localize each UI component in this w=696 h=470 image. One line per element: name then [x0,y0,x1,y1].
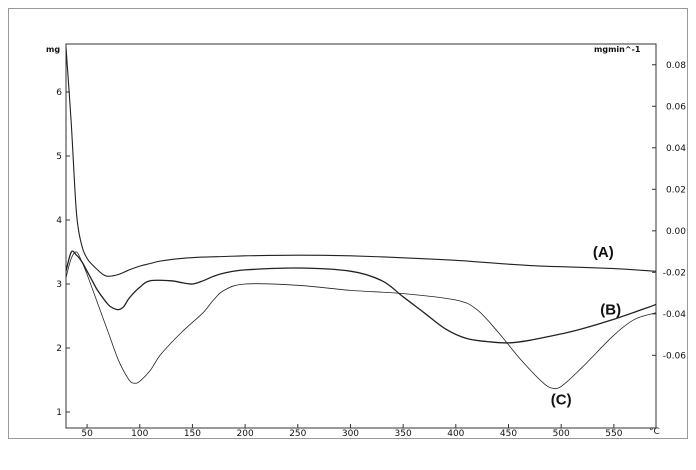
curve-label-b: (B) [600,302,621,319]
series-layer [66,47,656,390]
series-line-b [66,250,656,344]
right-tick-label: -0.02 [663,268,686,278]
curve-label-c: (C) [551,391,572,408]
left-tick-label: 3 [56,280,62,290]
right-tick-label: -0.04 [663,310,687,320]
left-tick-label: 1 [56,408,62,418]
x-axis-ticks: 50 100 150 200 250 300 350 400 450 500 550 [81,424,623,439]
x-tick-label: 300 [342,429,359,439]
x-tick-label: 250 [289,429,306,439]
plot-area [65,43,657,429]
right-axis-ticks: 0.08 0.06 0.04 0.02 0.00 -0.02 -0.04 -0.06 [652,61,687,361]
x-tick-label: 100 [131,429,148,439]
x-tick-label: 500 [553,429,570,439]
right-tick-label: 0.08 [666,61,686,71]
left-tick-label: 2 [56,344,62,354]
x-tick-label: 450 [500,429,517,439]
left-tick-label: 4 [56,216,62,226]
series-line-a [66,47,656,277]
right-tick-label: 0.06 [666,102,686,112]
annotation-layer: (A) (B) (C) [551,244,621,408]
left-tick-label: 5 [56,152,62,162]
left-axis-ticks: 1 2 3 4 5 6 [56,88,70,418]
left-unit-label: mg [46,45,60,54]
x-unit-label: °C [649,427,660,437]
right-tick-label: 0.02 [666,185,686,195]
series-line-c [66,251,656,390]
curve-label-a: (A) [593,244,614,261]
left-tick-label: 6 [56,88,62,98]
right-tick-label: 0.04 [666,144,686,154]
x-tick-label: 50 [81,429,93,439]
x-tick-label: 400 [447,429,464,439]
x-tick-label: 350 [395,429,412,439]
x-tick-label: 200 [237,429,254,439]
x-tick-label: 150 [184,429,201,439]
right-tick-label: -0.06 [663,351,687,361]
right-unit-label: mgmin^-1 [594,45,641,54]
x-tick-label: 550 [605,429,622,439]
outer-border [8,8,688,439]
right-tick-label: 0.00 [666,227,686,237]
